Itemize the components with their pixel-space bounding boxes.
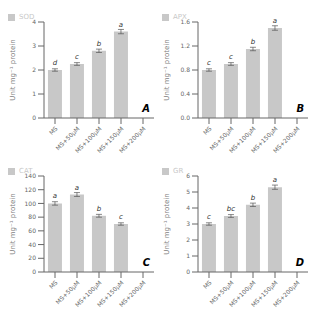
svg-text:3: 3 <box>32 42 36 49</box>
svg-text:MS: MS <box>201 279 212 290</box>
svg-text:b: b <box>251 38 256 46</box>
svg-text:2: 2 <box>32 66 36 73</box>
svg-text:120: 120 <box>25 186 37 193</box>
svg-text:1.2: 1.2 <box>180 42 190 49</box>
svg-text:80: 80 <box>28 213 36 220</box>
svg-text:1.6: 1.6 <box>180 18 190 25</box>
svg-text:a: a <box>273 17 277 25</box>
svg-text:0: 0 <box>186 268 190 275</box>
svg-text:60: 60 <box>28 227 36 234</box>
svg-text:5: 5 <box>186 188 190 195</box>
svg-text:c: c <box>229 53 233 61</box>
svg-text:0.0: 0.0 <box>180 114 190 121</box>
svg-text:1: 1 <box>186 252 190 259</box>
svg-text:Unit mg⁻¹ protein: Unit mg⁻¹ protein <box>9 193 17 254</box>
svg-text:c: c <box>207 213 211 221</box>
svg-text:b: b <box>97 40 102 48</box>
svg-text:100: 100 <box>25 200 37 207</box>
svg-text:6: 6 <box>186 172 190 179</box>
svg-text:MS: MS <box>201 125 212 136</box>
svg-text:a: a <box>119 21 123 29</box>
svg-text:b: b <box>97 205 102 213</box>
svg-text:20: 20 <box>28 254 36 261</box>
svg-text:MS+200μM: MS+200μM <box>271 279 301 309</box>
svg-text:4: 4 <box>186 204 190 211</box>
svg-text:MS+200μM: MS+200μM <box>117 279 147 309</box>
svg-text:Unit mg⁻¹ protein: Unit mg⁻¹ protein <box>163 39 171 100</box>
svg-text:d: d <box>53 59 58 67</box>
svg-text:bc: bc <box>227 205 235 213</box>
svg-text:0.4: 0.4 <box>180 90 190 97</box>
svg-text:b: b <box>251 194 256 202</box>
svg-text:c: c <box>119 213 123 221</box>
svg-text:MS: MS <box>47 279 58 290</box>
svg-text:0: 0 <box>32 268 36 275</box>
svg-text:a: a <box>75 184 79 192</box>
svg-text:40: 40 <box>28 241 36 248</box>
svg-text:Unit mg⁻¹ protein: Unit mg⁻¹ protein <box>163 193 171 254</box>
svg-text:Unit mg⁻¹ protein: Unit mg⁻¹ protein <box>9 39 17 100</box>
svg-text:a: a <box>53 192 57 200</box>
svg-text:2: 2 <box>186 236 190 243</box>
svg-text:MS+200μM: MS+200μM <box>117 125 147 155</box>
svg-text:4: 4 <box>32 18 36 25</box>
svg-text:c: c <box>75 53 79 61</box>
svg-text:0: 0 <box>32 114 36 121</box>
svg-text:3: 3 <box>186 220 190 227</box>
svg-text:MS+200μM: MS+200μM <box>271 125 301 155</box>
svg-text:c: c <box>207 59 211 67</box>
svg-text:a: a <box>273 176 277 184</box>
svg-text:MS: MS <box>47 125 58 136</box>
svg-text:0.8: 0.8 <box>180 66 190 73</box>
svg-text:140: 140 <box>25 172 37 179</box>
svg-text:1: 1 <box>32 90 36 97</box>
